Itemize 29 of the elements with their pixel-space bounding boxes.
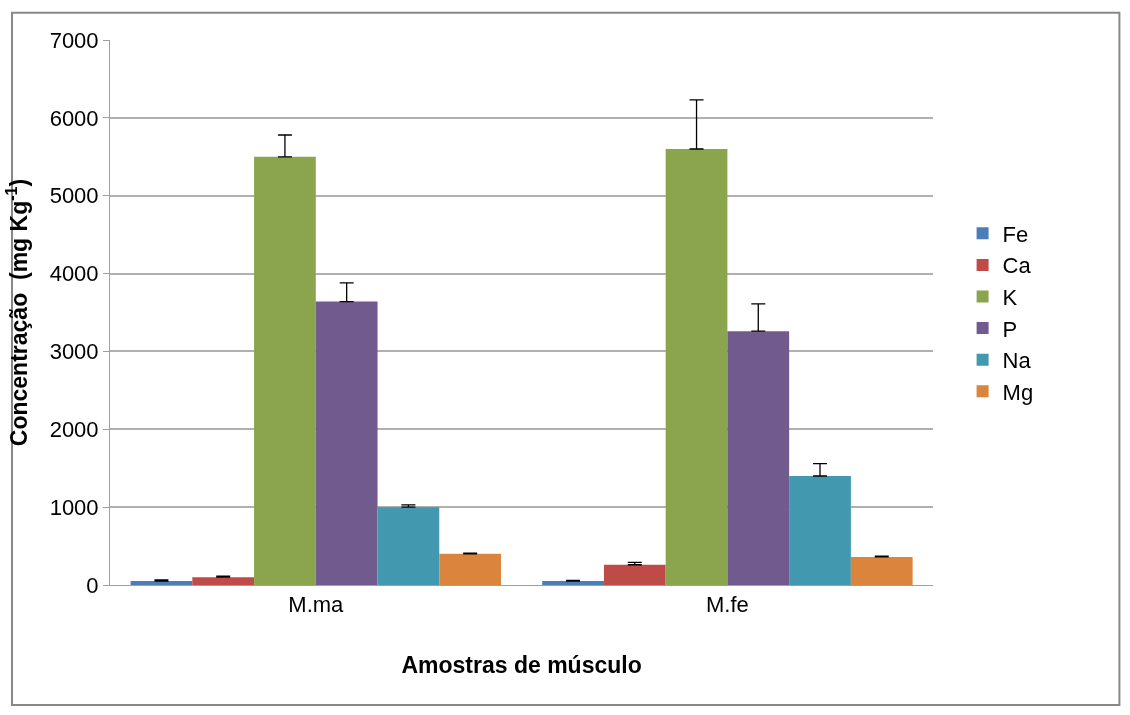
y-tick-label: 1000 — [49, 494, 99, 520]
y-tick-label: 7000 — [49, 27, 99, 53]
bar — [850, 556, 913, 585]
bar — [603, 564, 666, 585]
y-tick-label: 3000 — [49, 339, 99, 365]
legend-label: P — [1002, 316, 1018, 342]
y-tick-label: 6000 — [49, 105, 99, 131]
bar — [439, 553, 502, 585]
y-tick-label: 5000 — [49, 183, 99, 209]
bar — [377, 507, 440, 585]
y-tick-label: 2000 — [49, 416, 99, 442]
bar — [254, 156, 316, 585]
bar — [192, 577, 255, 585]
bar — [542, 581, 604, 585]
bar — [315, 301, 378, 585]
bar — [789, 476, 851, 585]
x-axis-title: Amostras de músculo — [401, 652, 642, 678]
x-tick-label: M.fe — [706, 592, 749, 618]
bar — [665, 149, 728, 585]
legend-label: K — [1002, 285, 1018, 311]
legend-label: Ca — [1002, 253, 1032, 279]
bar — [727, 331, 790, 585]
legend-label: Mg — [1002, 379, 1034, 405]
bar — [130, 581, 193, 585]
x-tick-label: M.ma — [288, 592, 345, 618]
y-tick-label: 4000 — [49, 261, 99, 287]
legend-label: Na — [1002, 348, 1032, 374]
y-tick-label: 0 — [86, 572, 99, 598]
legend-label: Fe — [1002, 221, 1029, 247]
